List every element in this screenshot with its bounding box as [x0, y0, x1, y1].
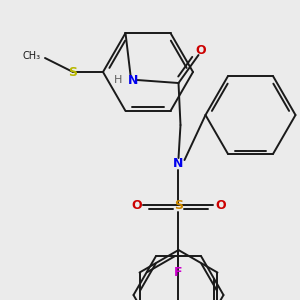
Text: O: O [131, 199, 142, 212]
Text: CH₃: CH₃ [23, 51, 41, 61]
Text: N: N [128, 74, 139, 86]
Text: N: N [173, 157, 184, 169]
Text: O: O [215, 199, 226, 212]
Text: S: S [174, 199, 183, 212]
Text: S: S [68, 65, 77, 79]
Text: H: H [114, 75, 123, 85]
Text: O: O [195, 44, 206, 56]
Text: F: F [174, 266, 183, 278]
